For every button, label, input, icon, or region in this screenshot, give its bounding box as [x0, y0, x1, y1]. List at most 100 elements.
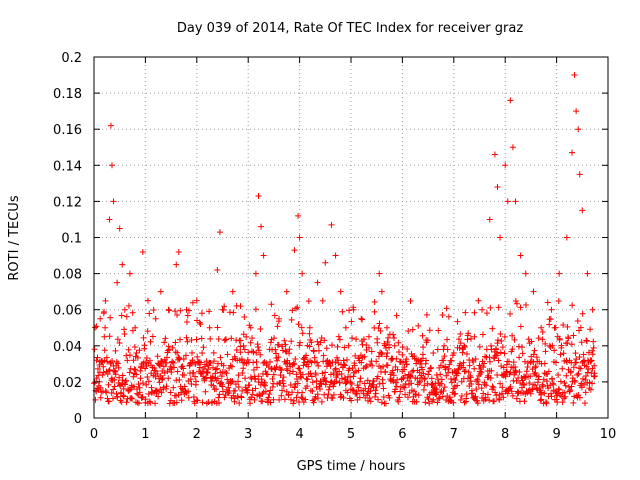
data-point: [237, 337, 244, 344]
data-point: [193, 297, 200, 304]
data-point: [101, 347, 108, 354]
data-point: [408, 380, 415, 387]
data-point: [130, 357, 137, 364]
data-point: [181, 372, 188, 379]
data-point: [494, 340, 501, 347]
data-point: [445, 313, 452, 320]
data-point: [97, 315, 104, 322]
data-point: [425, 395, 432, 402]
data-point: [144, 328, 151, 335]
data-point: [367, 388, 374, 395]
data-point: [383, 353, 390, 360]
data-point: [518, 344, 525, 351]
data-point: [437, 389, 444, 396]
data-point: [288, 316, 295, 323]
data-point: [120, 392, 127, 399]
data-point: [461, 399, 468, 406]
data-point: [229, 378, 236, 385]
data-point: [445, 369, 452, 376]
data-point: [576, 354, 583, 361]
data-point: [433, 391, 440, 398]
data-point: [556, 270, 563, 277]
data-point: [273, 363, 280, 370]
data-point: [455, 365, 462, 372]
data-point: [171, 364, 178, 371]
data-point: [584, 337, 591, 344]
x-tick-label: 4: [295, 427, 303, 442]
data-point: [218, 379, 225, 386]
data-point: [349, 387, 356, 394]
data-point: [94, 354, 101, 361]
x-tick-label: 7: [450, 427, 458, 442]
data-point: [305, 298, 312, 305]
data-point: [238, 394, 245, 401]
data-point: [275, 354, 282, 361]
data-point: [483, 382, 490, 389]
data-point: [151, 367, 158, 374]
data-point: [393, 355, 400, 362]
data-point: [469, 390, 476, 397]
chart-title: Day 039 of 2014, Rate Of TEC Index for r…: [177, 21, 523, 36]
data-point: [579, 207, 586, 214]
data-point: [247, 339, 254, 346]
data-point: [578, 380, 585, 387]
data-point: [343, 356, 350, 363]
data-point: [126, 352, 133, 359]
data-point: [575, 126, 582, 133]
data-point: [491, 398, 498, 405]
data-point: [123, 399, 130, 406]
data-point: [241, 314, 248, 321]
data-point: [555, 298, 562, 305]
data-point: [229, 288, 236, 295]
data-point: [224, 351, 231, 358]
data-point: [497, 349, 504, 356]
data-point: [501, 350, 508, 357]
data-point: [129, 309, 136, 316]
data-point: [350, 373, 357, 380]
data-point: [322, 381, 329, 388]
data-point: [415, 322, 422, 329]
data-point: [508, 348, 515, 355]
data-point: [106, 333, 113, 340]
data-point: [514, 388, 521, 395]
data-point: [544, 299, 551, 306]
data-point: [125, 302, 132, 309]
data-point: [174, 368, 181, 375]
data-point: [223, 370, 230, 377]
data-point: [278, 367, 285, 374]
data-point: [255, 373, 262, 380]
data-point: [299, 395, 306, 402]
data-point: [253, 364, 260, 371]
data-point: [149, 333, 156, 340]
data-point: [591, 373, 598, 380]
data-point: [214, 365, 221, 372]
data-point: [561, 379, 568, 386]
data-point: [380, 393, 387, 400]
data-point: [206, 308, 213, 315]
data-point: [484, 391, 491, 398]
data-point: [121, 330, 128, 337]
data-point: [276, 396, 283, 403]
data-point: [540, 376, 547, 383]
data-point: [281, 337, 288, 344]
data-point: [302, 396, 309, 403]
data-point: [308, 373, 315, 380]
data-point: [279, 377, 286, 384]
data-point: [450, 399, 457, 406]
data-point: [452, 376, 459, 383]
data-point: [423, 357, 430, 364]
data-point: [369, 362, 376, 369]
data-point: [482, 396, 489, 403]
data-point: [506, 358, 513, 365]
data-point: [238, 356, 245, 363]
data-point: [321, 391, 328, 398]
data-point: [222, 368, 229, 375]
data-point: [266, 391, 273, 398]
data-point: [100, 363, 107, 370]
data-point: [372, 393, 379, 400]
data-point: [493, 392, 500, 399]
data-point: [259, 398, 266, 405]
data-point: [147, 338, 154, 345]
data-point: [119, 372, 126, 379]
data-point: [419, 366, 426, 373]
